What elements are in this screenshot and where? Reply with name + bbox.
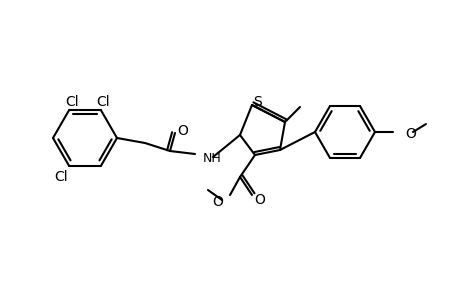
Text: Cl: Cl [96,95,110,109]
Text: Cl: Cl [65,95,78,109]
Text: O: O [212,194,223,208]
Text: NH: NH [202,152,221,165]
Text: O: O [177,124,188,137]
Text: Cl: Cl [54,170,67,184]
Text: O: O [254,194,265,208]
Text: O: O [404,127,415,140]
Text: S: S [253,94,262,109]
